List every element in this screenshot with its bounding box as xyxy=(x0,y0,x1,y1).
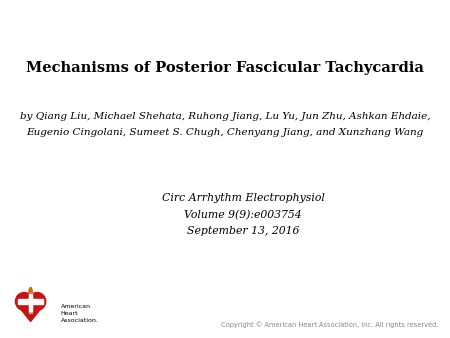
Text: American
Heart
Association.: American Heart Association. xyxy=(61,304,99,323)
Bar xyxy=(29,304,32,312)
Bar xyxy=(18,299,43,304)
Bar xyxy=(29,294,32,299)
Text: Circ Arrhythm Electrophysiol
Volume 9(9):e003754
September 13, 2016: Circ Arrhythm Electrophysiol Volume 9(9)… xyxy=(162,193,324,236)
Bar xyxy=(29,293,32,313)
Polygon shape xyxy=(29,287,32,293)
Text: Copyright © American Heart Association, Inc. All rights reserved.: Copyright © American Heart Association, … xyxy=(221,322,439,329)
Polygon shape xyxy=(16,303,45,321)
Text: Eugenio Cingolani, Sumeet S. Chugh, Chenyang Jiang, and Xunzhang Wang: Eugenio Cingolani, Sumeet S. Chugh, Chen… xyxy=(27,128,423,137)
Circle shape xyxy=(28,292,46,310)
Text: Mechanisms of Posterior Fascicular Tachycardia: Mechanisms of Posterior Fascicular Tachy… xyxy=(26,61,424,75)
Circle shape xyxy=(15,292,33,310)
Text: by Qiang Liu, Michael Shehata, Ruhong Jiang, Lu Yu, Jun Zhu, Ashkan Ehdaie,: by Qiang Liu, Michael Shehata, Ruhong Ji… xyxy=(20,112,430,121)
